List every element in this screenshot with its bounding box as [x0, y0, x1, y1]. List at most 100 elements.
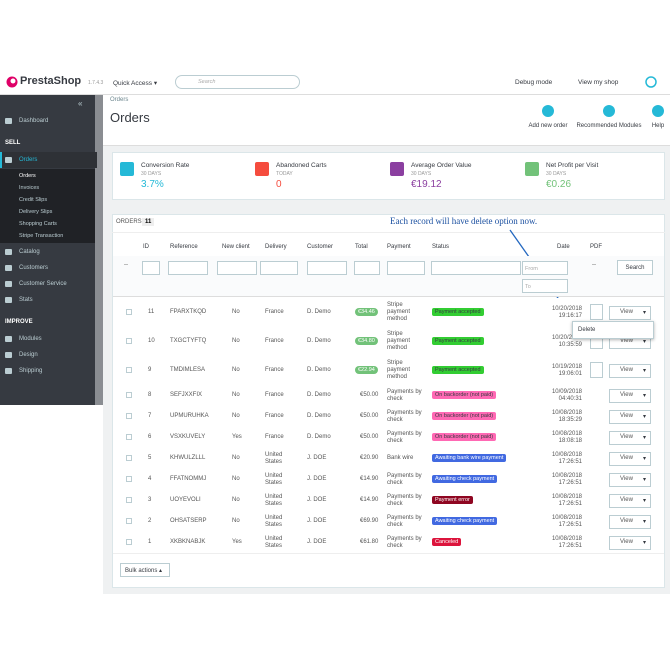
- view-label[interactable]: View: [620, 476, 633, 482]
- date-to[interactable]: To: [522, 279, 568, 293]
- cell-new-client: No: [232, 309, 240, 315]
- view-shop[interactable]: View my shop: [578, 79, 619, 86]
- sidebar: [0, 95, 95, 405]
- row-checkbox[interactable]: [126, 518, 132, 524]
- view-button[interactable]: [609, 472, 651, 487]
- debug-mode[interactable]: Debug mode: [515, 79, 553, 86]
- view-label[interactable]: View: [620, 434, 633, 440]
- view-button[interactable]: [609, 409, 651, 424]
- filter-dash: --: [592, 262, 596, 268]
- view-button[interactable]: [609, 363, 651, 378]
- view-label[interactable]: View: [620, 497, 633, 503]
- cell-payment: Payments by check: [387, 514, 422, 528]
- kpi-period: 30 DAYS: [411, 171, 432, 177]
- toolbar-label[interactable]: Recommended Modules: [576, 123, 642, 129]
- view-button[interactable]: [609, 430, 651, 445]
- kpi-value: €0.26: [546, 179, 572, 190]
- kpi-panel: [112, 152, 665, 200]
- submenu-item[interactable]: Shopping Carts: [19, 221, 57, 227]
- row-checkbox[interactable]: [126, 476, 132, 482]
- search-button[interactable]: Search: [617, 260, 653, 275]
- sidebar-item[interactable]: Stats: [19, 297, 33, 303]
- user-icon[interactable]: [645, 76, 657, 88]
- submenu-item[interactable]: Credit Slips: [19, 197, 48, 203]
- sidebar-item[interactable]: Catalog: [19, 249, 40, 255]
- view-button[interactable]: [609, 535, 651, 550]
- cell-customer: J. DOE: [307, 497, 327, 503]
- row-checkbox[interactable]: [126, 413, 132, 419]
- cell-reference: VSXKUVELY: [170, 434, 206, 440]
- sidebar-item[interactable]: Dashboard: [19, 118, 49, 124]
- cell-new-client: No: [232, 476, 240, 482]
- cell-customer: J. DOE: [307, 455, 327, 461]
- row-checkbox[interactable]: [126, 367, 132, 373]
- view-label[interactable]: View: [620, 539, 633, 545]
- sidebar-collapse[interactable]: «: [78, 99, 83, 108]
- filter-input[interactable]: [431, 261, 521, 275]
- row-checkbox[interactable]: [126, 392, 132, 398]
- row-checkbox[interactable]: [126, 338, 132, 344]
- cell-total: €14.90: [360, 476, 379, 482]
- breadcrumb[interactable]: Orders: [110, 97, 129, 103]
- cell-total: €61.80: [360, 539, 379, 545]
- submenu-item[interactable]: Delivery Slips: [19, 209, 53, 215]
- sidebar-item[interactable]: Customers: [19, 265, 49, 271]
- view-button[interactable]: [609, 514, 651, 529]
- sidebar-item[interactable]: Design: [19, 352, 38, 358]
- search-box[interactable]: [175, 75, 300, 89]
- cell-id: 8: [148, 392, 152, 398]
- submenu-item[interactable]: Stripe Transaction: [19, 233, 64, 239]
- filter-input[interactable]: [387, 261, 425, 275]
- row-checkbox[interactable]: [126, 497, 132, 503]
- bulk-actions[interactable]: Bulk actions ▴: [120, 563, 170, 577]
- toolbar-label[interactable]: Help: [651, 123, 665, 129]
- filter-input[interactable]: [354, 261, 380, 275]
- view-label[interactable]: View: [620, 518, 633, 524]
- view-button[interactable]: [609, 388, 651, 403]
- filter-input[interactable]: [168, 261, 208, 275]
- sidebar-item[interactable]: Orders: [19, 157, 38, 163]
- row-checkbox[interactable]: [126, 309, 132, 315]
- row-checkbox[interactable]: [126, 434, 132, 440]
- cell-reference: KHWULZLLL: [170, 455, 206, 461]
- toolbar-icon[interactable]: [542, 105, 554, 117]
- view-label[interactable]: View: [620, 309, 633, 315]
- row-checkbox[interactable]: [126, 455, 132, 461]
- sidebar-item[interactable]: Customer Service: [19, 281, 67, 287]
- cell-customer: D. Demo: [307, 413, 331, 419]
- toolbar-icon[interactable]: [652, 105, 664, 117]
- cell-id: 1: [148, 539, 152, 545]
- filter-input[interactable]: [307, 261, 347, 275]
- filter-input[interactable]: [260, 261, 298, 275]
- cell-reference: SEFJXXFIX: [170, 392, 203, 398]
- row-checkbox[interactable]: [126, 539, 132, 545]
- pdf-button[interactable]: [590, 362, 603, 378]
- submenu-bg: [0, 169, 95, 243]
- view-label[interactable]: View: [620, 413, 633, 419]
- view-label[interactable]: View: [620, 338, 633, 344]
- filter-input[interactable]: [217, 261, 257, 275]
- cell-new-client: Yes: [232, 539, 242, 545]
- view-button[interactable]: [609, 451, 651, 466]
- date-from[interactable]: From: [522, 261, 568, 275]
- cell-payment: Payments by check: [387, 388, 422, 402]
- submenu-item[interactable]: Invoices: [19, 185, 40, 191]
- sidebar-item[interactable]: Shipping: [19, 368, 43, 374]
- view-label[interactable]: View: [620, 455, 633, 461]
- submenu-item[interactable]: Orders: [19, 173, 36, 179]
- sidebar-item[interactable]: Modules: [19, 336, 42, 342]
- view-label[interactable]: View: [620, 367, 633, 373]
- cell-payment: Payments by check: [387, 493, 422, 507]
- toolbar-label[interactable]: Add new order: [528, 123, 568, 129]
- kpi-icon: [525, 162, 539, 176]
- pdf-button[interactable]: [590, 304, 603, 320]
- cell-payment: Payments by check: [387, 472, 422, 486]
- view-caret: ▾: [643, 456, 647, 462]
- toolbar-icon[interactable]: [603, 105, 615, 117]
- delete-option[interactable]: Delete: [578, 327, 596, 333]
- view-button[interactable]: [609, 493, 651, 508]
- quick-access[interactable]: Quick Access ▾: [113, 80, 158, 87]
- filter-input[interactable]: [142, 261, 160, 275]
- view-label[interactable]: View: [620, 392, 633, 398]
- view-button[interactable]: [609, 305, 651, 320]
